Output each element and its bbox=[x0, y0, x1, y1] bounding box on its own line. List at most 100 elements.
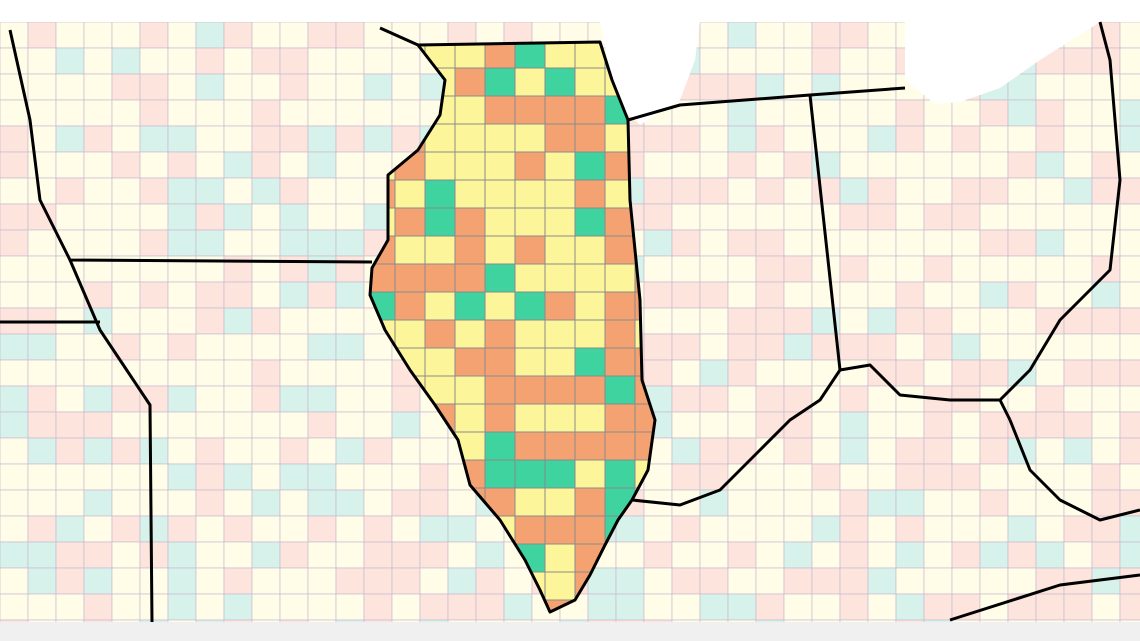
county bbox=[1035, 437, 1065, 465]
county bbox=[1091, 541, 1121, 569]
county bbox=[643, 307, 673, 335]
county bbox=[867, 307, 897, 335]
county bbox=[139, 437, 169, 465]
county bbox=[251, 593, 281, 621]
county bbox=[279, 125, 309, 153]
county bbox=[783, 541, 813, 569]
county bbox=[1091, 255, 1121, 283]
county bbox=[839, 385, 869, 413]
county bbox=[727, 47, 757, 75]
county bbox=[1035, 255, 1065, 283]
county bbox=[391, 73, 421, 101]
county bbox=[671, 567, 701, 595]
county bbox=[574, 487, 606, 517]
county bbox=[111, 99, 141, 127]
county bbox=[514, 42, 546, 69]
county bbox=[111, 22, 141, 49]
county bbox=[1091, 489, 1121, 517]
county bbox=[895, 593, 925, 621]
county bbox=[574, 515, 606, 545]
county bbox=[727, 515, 757, 543]
county bbox=[699, 437, 729, 465]
county bbox=[699, 281, 729, 309]
county bbox=[544, 375, 576, 405]
county bbox=[755, 125, 785, 153]
county bbox=[811, 411, 841, 439]
county bbox=[391, 593, 421, 621]
county bbox=[783, 281, 813, 309]
county bbox=[195, 22, 225, 49]
county bbox=[139, 333, 169, 361]
county bbox=[514, 487, 546, 517]
county bbox=[531, 619, 561, 622]
county bbox=[951, 437, 981, 465]
county bbox=[783, 619, 813, 622]
county bbox=[643, 619, 673, 622]
county bbox=[0, 463, 29, 491]
county bbox=[139, 73, 169, 101]
county bbox=[1091, 359, 1121, 387]
county bbox=[951, 567, 981, 595]
county bbox=[839, 333, 869, 361]
county bbox=[111, 125, 141, 153]
county bbox=[1035, 489, 1065, 517]
county bbox=[454, 263, 486, 293]
county bbox=[83, 489, 113, 517]
county bbox=[167, 307, 197, 335]
county bbox=[1119, 177, 1140, 205]
county bbox=[27, 99, 57, 127]
county bbox=[839, 489, 869, 517]
county bbox=[279, 99, 309, 127]
county bbox=[167, 125, 197, 153]
county bbox=[419, 567, 449, 595]
county bbox=[363, 619, 393, 622]
county bbox=[895, 489, 925, 517]
county bbox=[251, 463, 281, 491]
county bbox=[755, 463, 785, 491]
county bbox=[195, 333, 225, 361]
county bbox=[454, 403, 486, 433]
county bbox=[727, 593, 757, 621]
county bbox=[923, 255, 953, 283]
county bbox=[783, 463, 813, 491]
county bbox=[839, 515, 869, 543]
county bbox=[514, 235, 546, 265]
county bbox=[923, 463, 953, 491]
county bbox=[0, 489, 29, 517]
county bbox=[1035, 385, 1065, 413]
county bbox=[223, 333, 253, 361]
county bbox=[363, 515, 393, 543]
county bbox=[783, 229, 813, 257]
county bbox=[251, 541, 281, 569]
county bbox=[839, 593, 869, 621]
county bbox=[727, 619, 757, 622]
county bbox=[1035, 229, 1065, 257]
county bbox=[544, 347, 576, 377]
county bbox=[839, 47, 869, 75]
county bbox=[363, 47, 393, 75]
county bbox=[251, 203, 281, 231]
michigan-border bbox=[627, 86, 906, 122]
county bbox=[895, 99, 925, 127]
county bbox=[727, 567, 757, 595]
county bbox=[111, 411, 141, 439]
county bbox=[424, 319, 456, 349]
county bbox=[895, 437, 925, 465]
county bbox=[895, 255, 925, 283]
county bbox=[55, 515, 85, 543]
county bbox=[195, 359, 225, 387]
county bbox=[574, 235, 606, 265]
county bbox=[223, 73, 253, 101]
county bbox=[503, 619, 533, 622]
county bbox=[574, 95, 606, 125]
county bbox=[867, 177, 897, 205]
county bbox=[923, 411, 953, 439]
county bbox=[544, 207, 576, 237]
county bbox=[447, 515, 477, 543]
county bbox=[484, 319, 516, 349]
county bbox=[195, 73, 225, 101]
county bbox=[484, 291, 516, 321]
county bbox=[544, 151, 576, 181]
county bbox=[1119, 463, 1140, 491]
county bbox=[923, 151, 953, 179]
